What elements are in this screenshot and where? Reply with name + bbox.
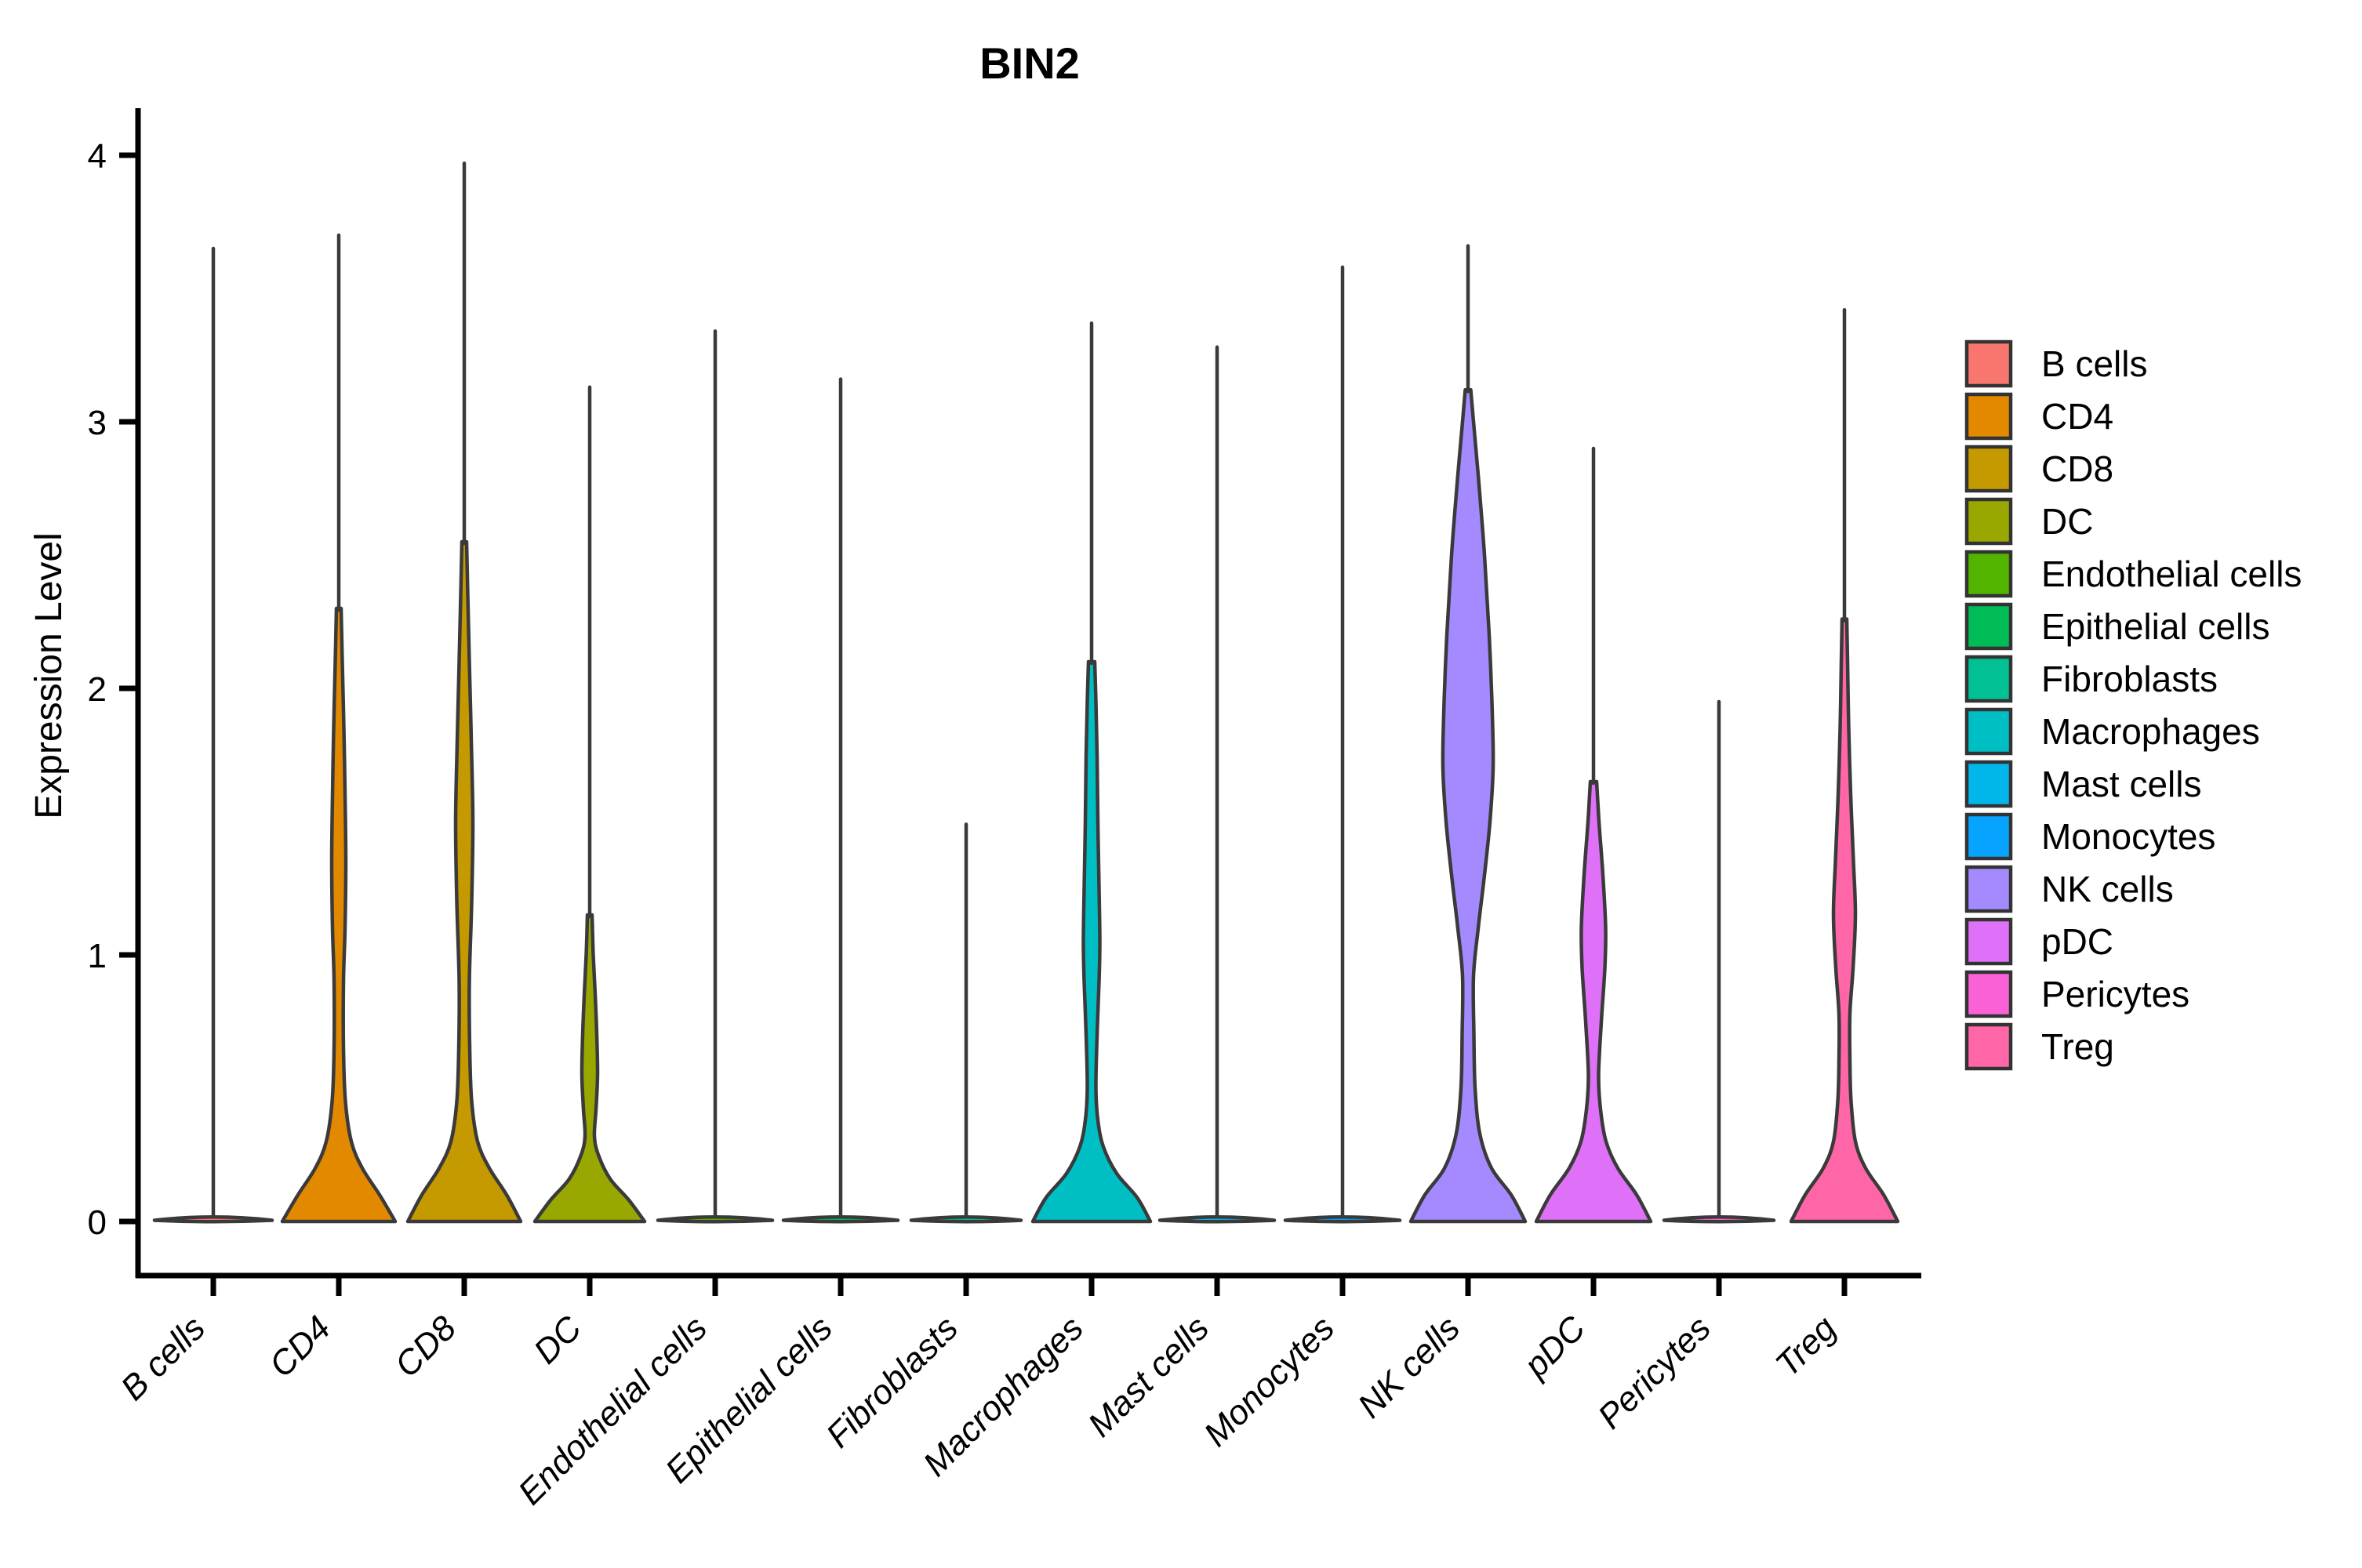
legend-swatch-cd4 (1964, 392, 2013, 441)
legend-label-endothelial-cells: Endothelial cells (2041, 554, 2302, 594)
legend-label-macrophages: Macrophages (2041, 711, 2260, 752)
violin-pdc (1534, 446, 1653, 1224)
violin-epithelial-cells (781, 377, 900, 1224)
x-tick-label: pDC (1516, 1308, 1593, 1386)
violin-base-mast-cells (1157, 1215, 1277, 1224)
x-tick-label: Monocytes (1197, 1308, 1342, 1454)
violin-endothelial-cells (656, 329, 775, 1224)
violin-treg (1789, 307, 1900, 1224)
legend-swatch-treg (1964, 1022, 2013, 1071)
legend-swatch-nk-cells (1964, 865, 2013, 913)
legend-label-pericytes: Pericytes (2041, 974, 2189, 1014)
violin-body-cd8 (405, 539, 523, 1224)
violin-base-b-cells (152, 1215, 274, 1224)
violin-base-epithelial-cells (781, 1215, 900, 1224)
legend-label-pdc: pDC (2041, 921, 2113, 962)
legend-label-epithelial-cells: Epithelial cells (2041, 606, 2269, 647)
y-tick-label: 1 (88, 937, 107, 975)
legend-swatch-mast-cells (1964, 760, 2013, 808)
legend-item-pericytes: Pericytes (1964, 970, 2189, 1018)
legend-swatch-pericytes (1964, 970, 2013, 1018)
legend-label-b-cells: B cells (2041, 343, 2147, 384)
x-tick-label: Treg (1768, 1308, 1844, 1385)
chart-title: BIN2 (979, 38, 1080, 88)
legend-label-dc: DC (2041, 501, 2093, 542)
legend-swatch-monocytes (1964, 812, 2013, 861)
legend-item-cd4: CD4 (1964, 392, 2113, 441)
legend-item-monocytes: Monocytes (1964, 812, 2215, 861)
legend-item-macrophages: Macrophages (1964, 707, 2260, 756)
legend-label-monocytes: Monocytes (2041, 816, 2215, 857)
violin-base-pericytes (1662, 1215, 1776, 1224)
violin-body-dc (532, 913, 647, 1224)
violin-dc (532, 385, 647, 1224)
legend-group: B cells CD4 CD8 DC Endothelial cells Epitheli… (1964, 339, 2302, 1071)
legend-swatch-b-cells (1964, 339, 2013, 388)
violin-body-cd4 (280, 606, 398, 1224)
violin-pericytes (1662, 699, 1776, 1224)
x-tick-label: DC (526, 1308, 589, 1371)
legend-swatch-pdc (1964, 917, 2013, 966)
legend-label-cd4: CD4 (2041, 396, 2113, 437)
violin-fibroblasts (909, 822, 1023, 1224)
violin-cd8 (405, 161, 523, 1224)
y-axis-label: Expression Level (28, 532, 70, 819)
violin-base-monocytes (1283, 1215, 1402, 1224)
x-tick-label: Pericytes (1590, 1308, 1718, 1436)
legend-label-fibroblasts: Fibroblasts (2041, 659, 2218, 699)
violin-body-treg (1789, 617, 1900, 1224)
violin-body-pdc (1534, 779, 1653, 1224)
legend-item-mast-cells: Mast cells (1964, 760, 2201, 808)
legend-item-b-cells: B cells (1964, 339, 2147, 388)
legend-label-mast-cells: Mast cells (2041, 764, 2201, 804)
legend-swatch-dc (1964, 497, 2013, 546)
violin-base-fibroblasts (909, 1215, 1023, 1224)
legend-item-dc: DC (1964, 497, 2093, 546)
legend-label-cd8: CD8 (2041, 448, 2113, 489)
legend-swatch-endothelial-cells (1964, 550, 2013, 598)
y-tick-label: 3 (88, 404, 107, 442)
legend-swatch-fibroblasts (1964, 655, 2013, 703)
legend-swatch-macrophages (1964, 707, 2013, 756)
violin-mast-cells (1157, 345, 1277, 1224)
x-tick-label: B cells (114, 1308, 213, 1407)
legend-item-epithelial-cells: Epithelial cells (1964, 602, 2269, 651)
violin-b-cells (152, 246, 274, 1224)
x-tick-label: Mast cells (1081, 1308, 1216, 1444)
violins-group (152, 161, 1900, 1224)
legend-item-endothelial-cells: Endothelial cells (1964, 550, 2302, 598)
violin-body-macrophages (1030, 659, 1153, 1224)
legend-item-treg: Treg (1964, 1022, 2114, 1071)
legend-item-cd8: CD8 (1964, 445, 2113, 493)
violin-nk-cells (1408, 244, 1528, 1224)
legend-label-treg: Treg (2041, 1026, 2114, 1067)
violin-macrophages (1030, 321, 1153, 1224)
x-tick-label: CD8 (387, 1308, 463, 1385)
legend-item-pdc: pDC (1964, 917, 2113, 966)
legend-label-nk-cells: NK cells (2041, 869, 2174, 909)
legend-item-nk-cells: NK cells (1964, 865, 2174, 913)
legend-item-fibroblasts: Fibroblasts (1964, 655, 2218, 703)
x-tick-label: CD4 (262, 1308, 338, 1385)
legend-swatch-cd8 (1964, 445, 2013, 493)
y-tick-label: 4 (88, 137, 107, 176)
y-tick-label: 2 (88, 670, 107, 709)
legend-swatch-epithelial-cells (1964, 602, 2013, 651)
y-tick-label: 0 (88, 1203, 107, 1242)
violin-monocytes (1283, 265, 1402, 1224)
violin-cd4 (280, 233, 398, 1224)
violin-body-nk-cells (1408, 387, 1528, 1224)
violin-base-endothelial-cells (656, 1215, 775, 1224)
x-tick-label: NK cells (1350, 1308, 1467, 1425)
